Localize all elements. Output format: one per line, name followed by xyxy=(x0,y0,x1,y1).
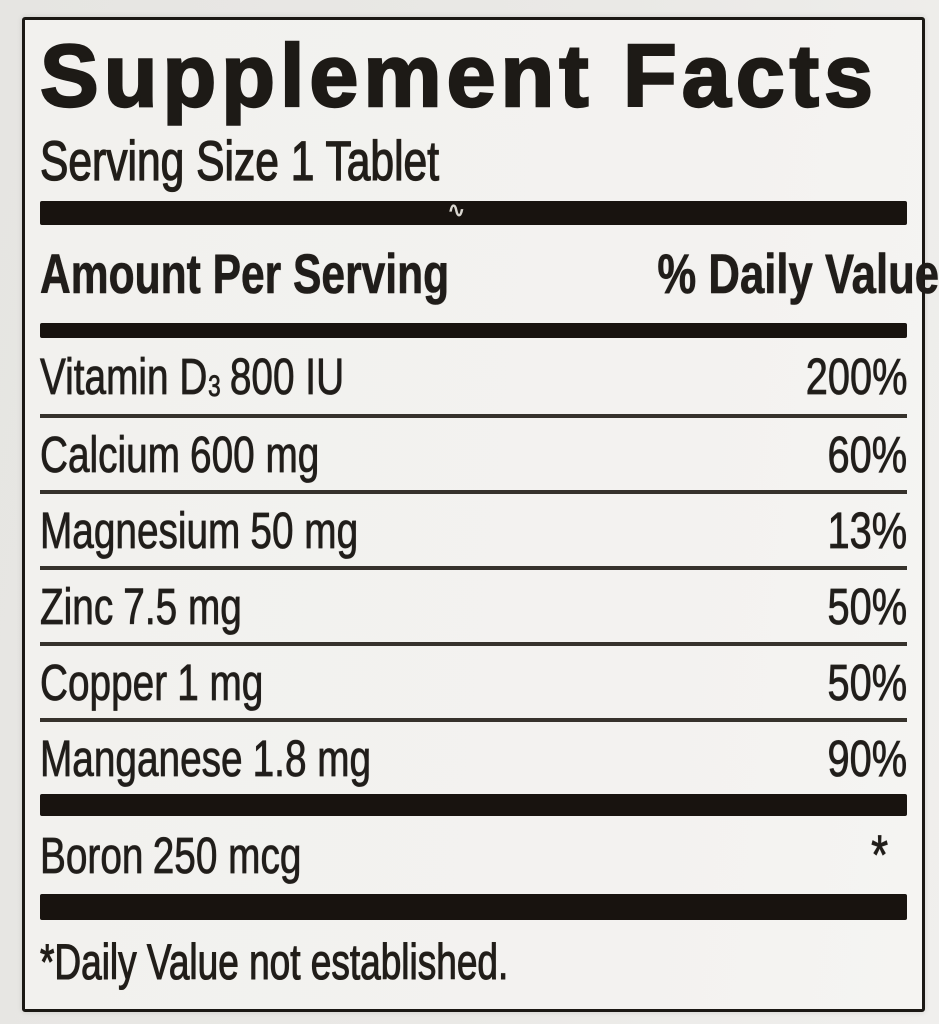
nutrient-row-magnesium: Magnesium 50 mg 13% xyxy=(40,490,907,566)
nutrient-row-zinc: Zinc 7.5 mg 50% xyxy=(40,566,907,642)
nutrient-name-subscript: 3 xyxy=(208,370,221,404)
serving-size: Serving Size 1 Tablet xyxy=(40,129,440,192)
daily-value: 50% xyxy=(827,653,907,711)
nutrient-amount: 7.5 mg xyxy=(123,577,242,635)
separator-bar-header xyxy=(40,323,907,338)
nutrient-name-text: Vitamin D xyxy=(40,347,208,405)
daily-value: 60% xyxy=(827,425,907,483)
daily-value: 13% xyxy=(827,501,907,559)
nutrient-row-manganese: Manganese 1.8 mg 90% xyxy=(40,718,907,794)
separator-bar-bottom xyxy=(40,894,907,920)
nutrient-name: Boron 250 mcg xyxy=(40,826,302,884)
nutrient-name: Magnesium 50 mg xyxy=(40,501,359,559)
daily-value: 50% xyxy=(827,577,907,635)
nutrient-name-text: Boron xyxy=(40,826,144,884)
separator-bar-mid xyxy=(40,794,907,816)
nutrient-name-text: Zinc xyxy=(40,577,114,635)
nutrient-amount: 1 mg xyxy=(177,653,264,711)
panel-title: Supplement Facts xyxy=(39,26,878,125)
nutrient-name: Calcium 600 mg xyxy=(40,425,320,483)
nutrient-amount: 1.8 mg xyxy=(252,729,372,787)
column-header-row: Amount Per Serving % Daily Value xyxy=(40,225,939,323)
nutrient-row-copper: Copper 1 mg 50% xyxy=(40,642,907,718)
nutrient-name: Vitamin D3 800 IU xyxy=(40,347,345,405)
nutrient-name-text: Copper xyxy=(40,653,168,711)
nutrient-row-vitamin-d3: Vitamin D3 800 IU 200% xyxy=(40,338,908,414)
daily-value-header: % Daily Value xyxy=(657,242,939,305)
supplement-facts-panel: Supplement Facts Serving Size 1 Tablet ∿… xyxy=(22,17,939,1012)
nutrient-name: Copper 1 mg xyxy=(40,653,264,711)
daily-value-asterisk: * xyxy=(871,823,889,886)
serving-size-line: Serving Size 1 Tablet xyxy=(40,129,907,192)
nutrient-amount: 800 IU xyxy=(229,347,345,405)
separator-bar-top: ∿ xyxy=(40,199,907,225)
nutrient-name: Zinc 7.5 mg xyxy=(40,577,242,635)
nutrient-amount: 50 mg xyxy=(250,501,359,559)
nutrient-name-text: Calcium xyxy=(40,425,181,483)
nutrient-rows: Vitamin D3 800 IU 200% Calcium 600 mg 60% … xyxy=(40,338,908,794)
nutrient-name: Manganese 1.8 mg xyxy=(40,729,372,787)
nutrient-row-boron: Boron 250 mcg * xyxy=(40,816,907,894)
footnote-line: *Daily Value not established. xyxy=(40,934,907,990)
nutrient-name-text: Manganese xyxy=(40,729,243,787)
nutrient-amount: 250 mcg xyxy=(152,826,302,884)
nutrient-row-calcium: Calcium 600 mg 60% xyxy=(40,414,907,490)
nutrient-name-text: Magnesium xyxy=(40,501,241,559)
daily-value: 90% xyxy=(827,729,907,787)
amount-per-serving-header: Amount Per Serving xyxy=(40,242,450,305)
daily-value: 200% xyxy=(805,347,907,405)
footnote: *Daily Value not established. xyxy=(40,934,509,990)
photo-scratch-mark: ∿ xyxy=(447,199,465,222)
nutrient-amount: 600 mg xyxy=(190,425,320,483)
